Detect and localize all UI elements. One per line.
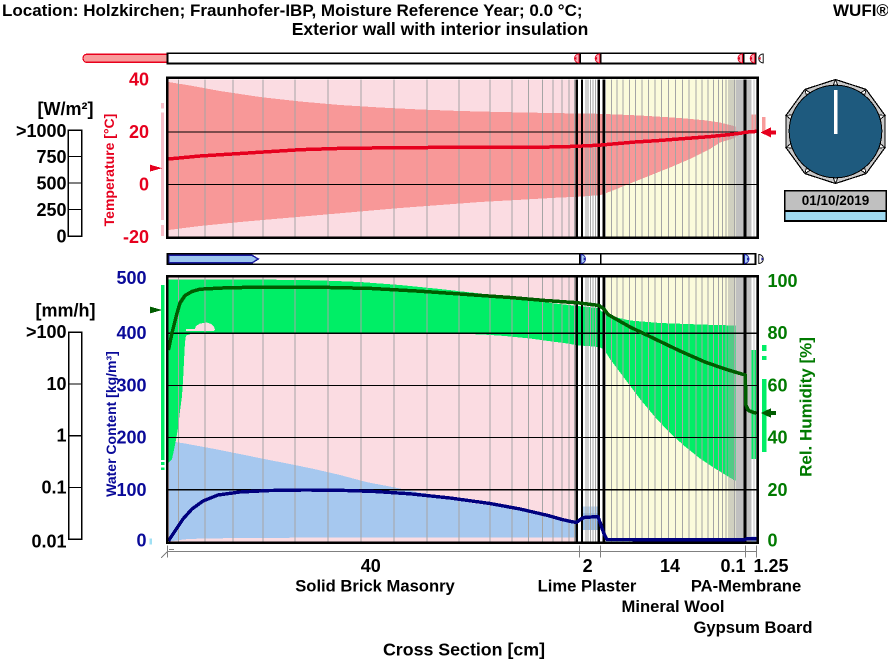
- svg-text:PA-Membrane: PA-Membrane: [691, 577, 801, 596]
- svg-text:Location: Holzkirchen; Fraunho: Location: Holzkirchen; Fraunhofer-IBP, M…: [2, 1, 583, 20]
- svg-text:>1000: >1000: [16, 121, 67, 141]
- svg-text:Cross Section [cm]: Cross Section [cm]: [383, 640, 545, 660]
- svg-text:100: 100: [768, 271, 798, 291]
- svg-text:0.1: 0.1: [41, 477, 66, 497]
- svg-text:80: 80: [768, 323, 788, 343]
- svg-text:300: 300: [116, 375, 146, 395]
- svg-text:10: 10: [46, 374, 66, 394]
- svg-text:Rel. Humidity [%]: Rel. Humidity [%]: [797, 337, 816, 477]
- svg-text:>100: >100: [26, 322, 67, 342]
- svg-text:Exterior wall with interior in: Exterior wall with interior insulation: [292, 19, 589, 39]
- svg-text:-20: -20: [123, 227, 149, 247]
- svg-text:Solid Brick Masonry: Solid Brick Masonry: [295, 577, 455, 596]
- svg-text:500: 500: [36, 174, 66, 194]
- svg-text:750: 750: [36, 147, 66, 167]
- svg-text:Water Content [kg/m³]: Water Content [kg/m³]: [103, 351, 119, 497]
- svg-text:1: 1: [56, 426, 66, 446]
- svg-text:0: 0: [56, 227, 66, 247]
- svg-text:40: 40: [768, 428, 788, 448]
- svg-text:40: 40: [361, 556, 381, 576]
- svg-text:40: 40: [129, 70, 149, 90]
- svg-text:0.01: 0.01: [31, 532, 66, 552]
- svg-text:200: 200: [116, 428, 146, 448]
- svg-text:14: 14: [660, 556, 680, 576]
- svg-text:20: 20: [768, 480, 788, 500]
- svg-text:[W/m²]: [W/m²]: [38, 99, 94, 119]
- svg-text:500: 500: [116, 268, 146, 288]
- svg-text:1.25: 1.25: [753, 556, 788, 576]
- svg-text:Gypsum Board: Gypsum Board: [694, 618, 813, 637]
- svg-text:0: 0: [768, 531, 778, 551]
- svg-text:Temperature [°C]: Temperature [°C]: [101, 114, 117, 227]
- svg-text:Lime Plaster: Lime Plaster: [538, 577, 637, 596]
- svg-text:[mm/h]: [mm/h]: [36, 301, 96, 321]
- svg-text:20: 20: [129, 122, 149, 142]
- svg-text:0: 0: [139, 175, 149, 195]
- svg-text:250: 250: [36, 200, 66, 220]
- svg-text:0.1: 0.1: [720, 556, 745, 576]
- svg-text:400: 400: [116, 323, 146, 343]
- svg-text:WUFI®: WUFI®: [833, 1, 888, 20]
- svg-text:2: 2: [583, 556, 593, 576]
- svg-text:0: 0: [136, 531, 146, 551]
- svg-text:60: 60: [768, 375, 788, 395]
- svg-text:100: 100: [116, 480, 146, 500]
- svg-text:Mineral Wool: Mineral Wool: [622, 597, 725, 616]
- svg-text:01/10/2019: 01/10/2019: [802, 193, 870, 208]
